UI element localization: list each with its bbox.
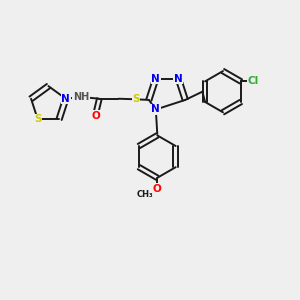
Text: N: N bbox=[152, 104, 160, 115]
Text: N: N bbox=[174, 74, 183, 83]
Text: O: O bbox=[153, 184, 162, 194]
Text: Cl: Cl bbox=[248, 76, 259, 86]
Text: NH: NH bbox=[73, 92, 89, 102]
Text: S: S bbox=[34, 114, 41, 124]
Text: N: N bbox=[61, 94, 70, 104]
Text: CH₃: CH₃ bbox=[136, 190, 153, 199]
Text: S: S bbox=[132, 94, 140, 104]
Text: N: N bbox=[152, 74, 160, 83]
Text: O: O bbox=[92, 111, 100, 121]
